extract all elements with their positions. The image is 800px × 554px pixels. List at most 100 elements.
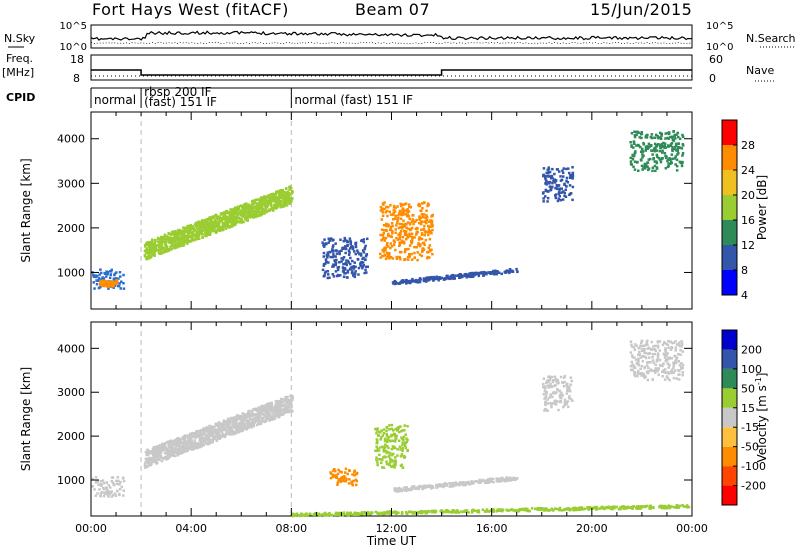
data-cell xyxy=(545,179,548,182)
data-cell xyxy=(209,221,213,224)
data-cell xyxy=(375,441,378,445)
data-cell xyxy=(255,409,259,413)
data-cell xyxy=(445,276,449,280)
data-cell xyxy=(403,250,407,254)
data-cell xyxy=(633,373,636,376)
data-cell xyxy=(262,210,265,213)
data-cell xyxy=(662,506,665,510)
data-cell xyxy=(98,273,101,276)
data-cell xyxy=(676,149,679,153)
data-cell xyxy=(452,482,455,485)
data-cell xyxy=(238,421,242,424)
data-cell xyxy=(321,241,324,244)
data-cell xyxy=(184,444,187,448)
data-cell xyxy=(353,261,356,264)
data-cell xyxy=(349,262,352,266)
data-cell xyxy=(235,418,239,422)
data-cell xyxy=(571,185,575,189)
data-cell xyxy=(277,400,281,403)
data-cell xyxy=(675,357,678,360)
data-cell xyxy=(206,220,209,224)
data-cell xyxy=(147,255,151,258)
data-cell xyxy=(263,197,267,201)
data-cell xyxy=(109,491,112,495)
data-cell xyxy=(361,261,365,264)
data-cell xyxy=(423,234,426,237)
data-cell xyxy=(392,432,396,436)
data-cell xyxy=(656,353,660,356)
data-cell xyxy=(651,353,655,356)
data-cell xyxy=(658,158,662,161)
data-cell xyxy=(402,280,405,283)
data-cell xyxy=(212,425,216,429)
data-cell xyxy=(166,249,169,253)
data-cell xyxy=(640,349,644,353)
data-cell xyxy=(520,508,524,511)
data-cell xyxy=(237,422,240,425)
data-cell xyxy=(492,269,495,273)
data-cell xyxy=(545,171,548,175)
data-cell xyxy=(329,471,332,474)
data-cell xyxy=(548,180,552,184)
data-cell xyxy=(396,219,399,222)
data-cell xyxy=(185,230,188,234)
noise-left-tick: 10^5 xyxy=(60,21,87,32)
data-cell xyxy=(92,281,95,284)
data-cell xyxy=(375,456,378,459)
data-cell xyxy=(197,220,200,224)
data-cell xyxy=(216,430,220,433)
data-cell xyxy=(666,357,670,361)
data-cell xyxy=(396,490,400,493)
data-cell xyxy=(664,352,667,355)
data-cell xyxy=(226,218,229,222)
data-cell xyxy=(166,248,170,251)
data-cell xyxy=(424,216,427,219)
data-cell xyxy=(495,478,499,481)
data-cell xyxy=(390,230,394,233)
data-cell xyxy=(416,258,419,262)
data-cell xyxy=(262,202,265,205)
data-cell xyxy=(680,340,683,343)
data-cell xyxy=(375,458,378,462)
data-cell xyxy=(174,242,177,246)
data-cell xyxy=(407,210,411,213)
data-cell xyxy=(405,282,408,285)
data-cell xyxy=(175,444,179,447)
data-cell xyxy=(261,409,265,413)
data-cell xyxy=(646,133,649,137)
data-cell xyxy=(549,187,553,191)
data-cell xyxy=(408,255,411,258)
data-cell xyxy=(674,137,677,140)
data-cell xyxy=(389,451,392,455)
data-cell xyxy=(235,206,239,209)
data-cell xyxy=(549,376,552,379)
data-cell xyxy=(171,440,175,443)
data-cell xyxy=(560,396,563,400)
data-cell xyxy=(641,153,644,156)
data-cell xyxy=(163,444,167,447)
data-cell xyxy=(392,205,396,208)
data-cell xyxy=(375,432,378,435)
data-cell xyxy=(558,187,561,190)
data-cell xyxy=(392,213,395,216)
data-cell xyxy=(394,456,397,459)
data-cell xyxy=(211,228,215,232)
data-cell xyxy=(327,513,330,516)
data-cell xyxy=(173,230,177,233)
data-cell xyxy=(663,142,667,145)
data-cell xyxy=(399,226,402,229)
data-cell xyxy=(186,238,189,241)
data-cell xyxy=(375,445,378,448)
data-cell xyxy=(399,202,402,206)
data-cell xyxy=(407,258,410,261)
data-cell xyxy=(419,209,422,212)
data-cell xyxy=(657,156,660,160)
data-cell xyxy=(547,375,550,379)
data-cell xyxy=(281,189,284,192)
data-cluster xyxy=(391,267,519,286)
data-cell xyxy=(489,477,492,481)
data-cell xyxy=(390,245,394,248)
data-cell xyxy=(156,453,159,456)
data-cell xyxy=(290,410,293,413)
data-cell xyxy=(376,427,379,430)
